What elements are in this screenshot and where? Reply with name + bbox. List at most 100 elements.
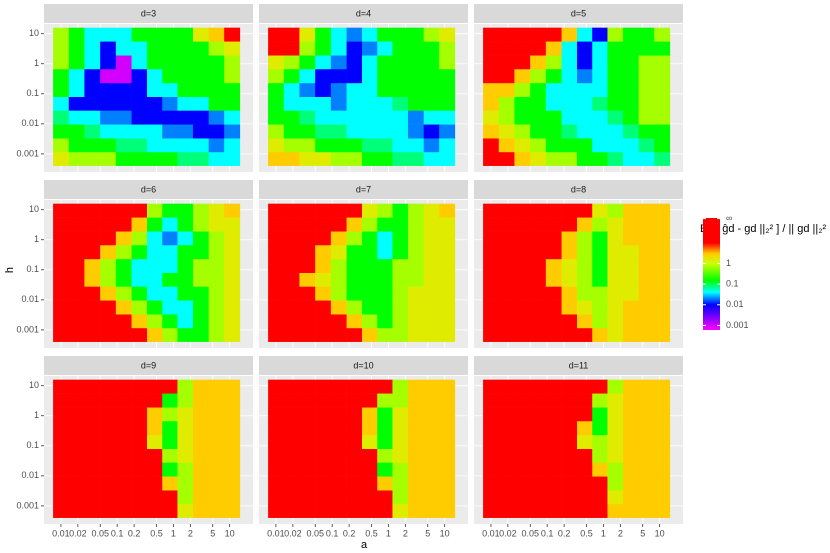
y-tick-label: 10 — [29, 380, 39, 390]
strip-label: d=8 — [571, 184, 586, 194]
heat-cell — [498, 435, 515, 450]
heat-cell — [592, 449, 608, 463]
heat-cell — [224, 97, 241, 111]
heat-cell — [622, 273, 640, 287]
heat-cell — [177, 421, 194, 436]
heat-cell — [561, 55, 578, 70]
heat-cell — [392, 152, 409, 166]
heat-cell — [545, 69, 562, 84]
heat-cell — [330, 435, 347, 450]
heat-cell — [283, 407, 300, 422]
heat-cell — [577, 504, 593, 518]
heat-cell — [483, 41, 500, 56]
heat-cell — [224, 379, 241, 394]
heat-cell — [346, 259, 363, 274]
x-tick-label: 0.5 — [150, 528, 163, 538]
x-tick-label: 0.2 — [128, 528, 141, 538]
heat-cell — [607, 152, 624, 166]
heat-cell — [224, 476, 241, 491]
heat-cell — [100, 449, 117, 463]
heat-cell — [192, 41, 210, 56]
heat-cell — [577, 476, 593, 491]
heat-cell — [100, 286, 117, 301]
heat-cell — [192, 97, 210, 111]
strip — [474, 4, 683, 23]
y-tick-label: 10 — [29, 204, 39, 214]
heat-cell — [654, 476, 671, 491]
heat-cell — [483, 286, 500, 301]
heat-cell — [377, 217, 393, 232]
heat-cell — [607, 300, 624, 315]
heat-cell — [283, 379, 300, 394]
heat-cell — [483, 203, 500, 218]
heat-cell — [439, 97, 456, 111]
heat-cell — [283, 138, 300, 153]
heat-cell — [407, 138, 425, 153]
heat-cell — [315, 504, 332, 518]
heat-cell — [545, 231, 562, 246]
heat-cell — [407, 314, 425, 329]
heat-cell — [315, 27, 332, 42]
heat-cell — [131, 41, 148, 56]
heat-cell — [439, 55, 456, 70]
heat-cell — [131, 152, 148, 166]
heat-cell — [84, 286, 101, 301]
heat-cell — [192, 245, 210, 260]
heat-cell — [68, 273, 85, 287]
x-tick-label: 0.05 — [306, 528, 324, 538]
heat-cell — [407, 379, 425, 394]
heat-cell — [268, 476, 285, 491]
heat-cell — [162, 393, 178, 408]
heat-cell — [147, 217, 163, 232]
heat-cell — [53, 300, 70, 315]
heat-cell — [530, 245, 547, 260]
heat-cell — [115, 124, 132, 139]
heat-cell — [115, 110, 132, 125]
heat-cell — [622, 55, 640, 70]
strip — [44, 4, 253, 23]
heat-cell — [315, 449, 332, 463]
heat-cell — [224, 27, 241, 42]
heat-cell — [530, 110, 547, 125]
heat-cell — [115, 97, 132, 111]
heat-cell — [423, 69, 440, 84]
heat-cell — [131, 300, 148, 315]
heat-cell — [483, 449, 500, 463]
heat-cell — [362, 314, 378, 329]
heat-cell — [392, 462, 409, 477]
heat-cell — [315, 83, 332, 98]
heat-cell — [283, 203, 300, 218]
heat-cell — [177, 41, 194, 56]
heat-cell — [330, 476, 347, 491]
heat-cell — [208, 203, 225, 218]
heat-cell — [346, 110, 363, 125]
heat-cell — [131, 217, 148, 232]
heat-cell — [561, 152, 578, 166]
y-tick-label: 1 — [34, 234, 39, 244]
heat-cell — [439, 476, 456, 491]
heat-cell — [392, 449, 409, 463]
heat-cell — [330, 314, 347, 329]
heat-cell — [483, 69, 500, 84]
heat-cell — [192, 314, 210, 329]
heat-cell — [638, 328, 655, 342]
heat-cell — [224, 462, 241, 477]
heat-cell — [131, 328, 148, 342]
heat-cell — [177, 245, 194, 260]
heat-cell — [638, 138, 655, 153]
heat-cell — [607, 259, 624, 274]
heat-cell — [268, 300, 285, 315]
heat-cell — [514, 504, 531, 518]
heat-cell — [407, 259, 425, 274]
heat-cell — [53, 138, 70, 153]
heat-cell — [530, 393, 547, 408]
heat-cell — [439, 245, 456, 260]
heat-cell — [622, 110, 640, 125]
heat-cell — [100, 41, 117, 56]
heat-cell — [407, 203, 425, 218]
heat-cell — [362, 328, 378, 342]
heat-cell — [68, 314, 85, 329]
heat-cell — [177, 300, 194, 315]
heat-cell — [162, 152, 178, 166]
heat-cell — [84, 273, 101, 287]
